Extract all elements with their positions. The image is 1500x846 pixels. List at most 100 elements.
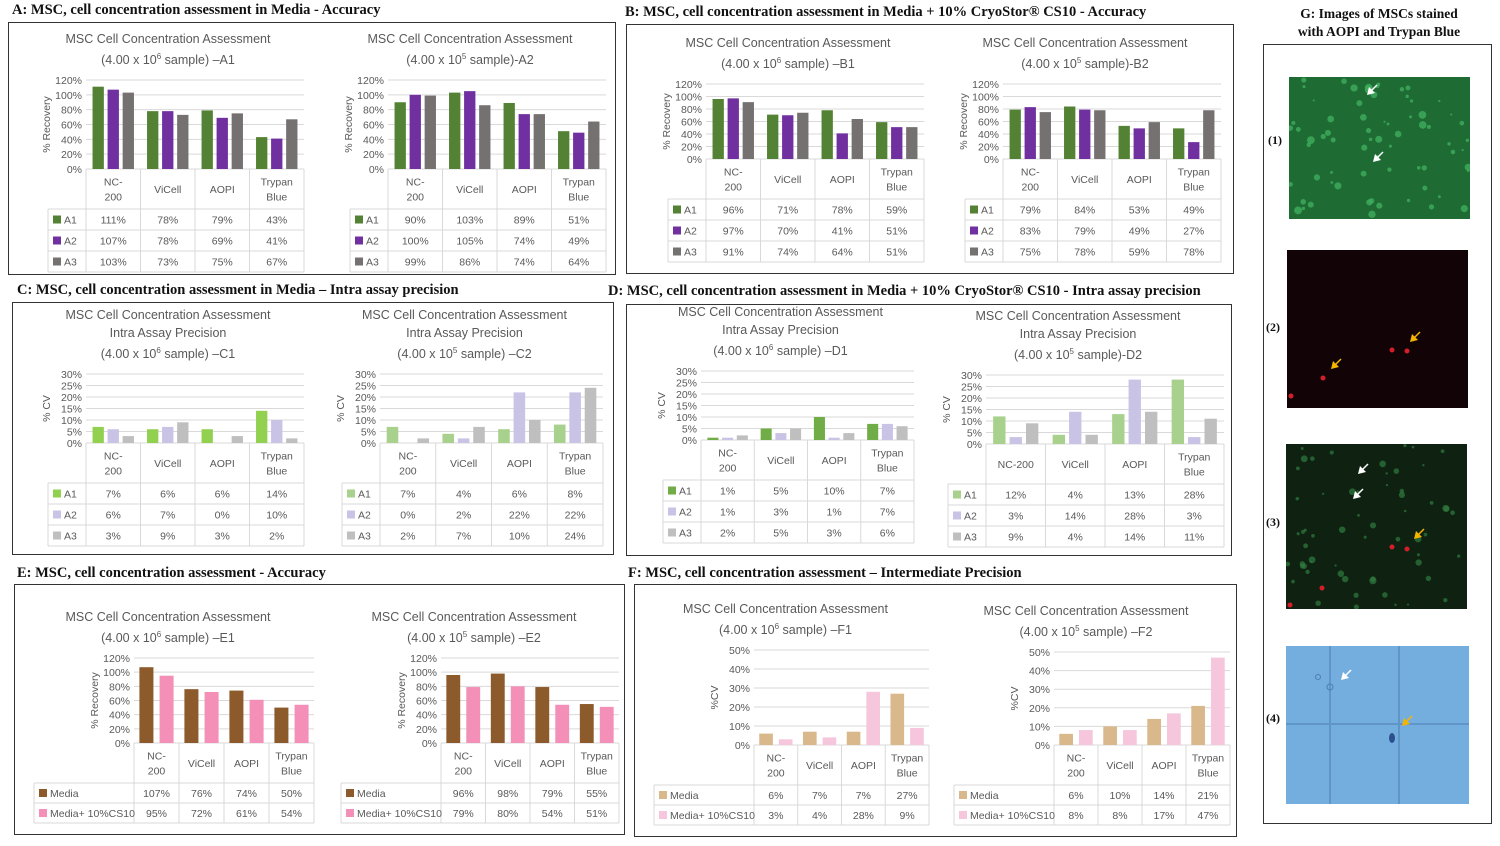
cell-dot [1353,604,1359,610]
legend-label: A1 [358,489,371,501]
y-tick-label: 20% [676,389,697,401]
y-tick-label: 0% [967,439,982,451]
bar-a2-vicell [782,115,794,159]
bar-a3-nc-200 [742,102,754,159]
bar-a3-vicell [790,428,802,440]
legend-label: A3 [64,531,77,543]
legend-swatch [668,507,676,516]
bar-a2-aopi [518,114,530,169]
legend-swatch [953,490,961,499]
bar-media-10-cs10-trypan-blue [294,704,309,743]
chart-c1: MSC Cell Concentration Assessment Intra A… [28,306,308,547]
cell-dot [1466,169,1470,173]
bar-a1-aopi [201,110,213,169]
bar-media-aopi [229,690,244,743]
data-value-label: 98% [497,788,518,800]
chart-svg: 0%20%40%60%80%100%120%% RecoveryNC-200Vi… [661,79,925,263]
cell-dot [1334,564,1337,567]
cell-dot [1305,569,1310,575]
bar-a1-vicell [767,114,779,159]
cell-dot [1296,532,1300,536]
bar-a3-trypan-blue [906,127,918,159]
chart-title: MSC Cell Concentration Assessment (4.00 x… [648,34,928,73]
cell-dot [1406,198,1411,203]
bar-a2-aopi [836,133,848,159]
legend-label: A2 [679,507,692,519]
chart-svg: 0% 10% 20% 30% 40% 50% %CV NC- 200 ViCell AOPI Tryp… [953,647,1231,826]
y-tick-label: 120% [675,79,702,91]
data-value-label: 74% [514,257,535,269]
x-category-label: NC- [1021,167,1040,179]
bar-a2-vicell [162,111,174,169]
data-value-label: 9% [1008,532,1023,544]
bar-a1-vicell [147,111,159,169]
cell-dot [1457,554,1461,558]
data-value-label: 2% [720,528,735,540]
chart-title-line: MSC Cell Concentration Assessment [678,305,883,319]
x-category-label: NC-200 [998,459,1034,471]
unstained-cell [1315,674,1321,680]
bar-a2-aopi [1128,379,1141,444]
y-tick-label: 80% [61,105,82,117]
bar-a2-vicell [1069,411,1082,444]
y-tick-label: 25% [676,378,697,390]
bar-media-10-cs10-trypan-blue [910,727,924,745]
chart-svg: 0%20%40%60%80%100%120%% RecoveryNC-200Vi… [41,75,305,273]
red-cell-dot [1389,544,1395,550]
y-axis-label: % CV [656,392,668,419]
cell-dot [1429,501,1434,505]
chart-title-line: MSC Cell Concentration Assessment [65,610,271,624]
bar-media-10-cs10-aopi [555,704,570,743]
cell-dot [1369,577,1377,585]
data-value-label: 1% [827,507,842,519]
section-title-d: D: MSC, cell concentration assessment in… [608,283,1201,299]
x-category-label: NC- [724,167,743,179]
y-tick-label: 100% [675,92,702,104]
bar-a1-vicell [442,433,455,443]
legend-swatch [355,215,363,224]
cell-dot [1295,496,1300,501]
bar-a2-nc-200 [1009,437,1022,444]
x-category-label: AOPI [1122,459,1147,471]
cell-dot [1438,99,1441,103]
cell-dot [1411,445,1415,449]
legend-swatch [347,531,355,540]
y-axis-label: % CV [335,395,347,422]
bar-a1-trypan-blue [256,410,268,443]
cell-dot [1428,204,1435,210]
data-value-label: 6% [160,489,175,501]
legend-swatch [346,809,354,817]
data-value-label: 89% [514,215,535,227]
chart-title-line: MSC Cell Concentration Assessment [982,36,1188,50]
data-value-label: 107% [143,788,170,800]
cell-dot [1306,136,1315,144]
y-tick-label: 30% [676,366,697,378]
x-category-label: Blue [281,766,302,778]
data-value-label: 7% [812,790,827,802]
bar-a1-trypan-blue [876,122,888,159]
data-value-label: 64% [832,247,853,259]
bar-a1-trypan-blue [1173,128,1185,159]
x-category-label: 200 [104,466,122,478]
data-value-label: 8% [568,489,583,501]
cell-dot [1300,446,1304,450]
y-tick-label: 10% [355,415,376,427]
x-category-label: ViCell [154,184,181,196]
data-value-label: 3% [827,528,842,540]
data-value-label: 12% [1005,490,1026,502]
bar-media-aopi [846,731,861,745]
bar-a3-vicell [1094,110,1106,159]
bar-a3-nc-200 [1039,112,1051,159]
cell-dot [1440,449,1445,454]
chart-svg: 0% 10% 20% 30% 40% 50% %CV NC- 200 ViCell AOPI Tryp… [653,645,930,826]
bar-media-vicell [1103,726,1117,745]
y-tick-label: 0% [687,154,702,166]
x-category-label: Blue [1184,467,1205,479]
cell-dot [1330,181,1334,184]
data-value-label: 43% [266,215,287,227]
chart-title-line: (4.00 x 105 sample) –F2 [1019,624,1153,640]
bar-media-nc-200 [139,667,154,743]
y-tick-label: 30% [355,369,376,381]
y-tick-label: 100% [103,667,130,679]
